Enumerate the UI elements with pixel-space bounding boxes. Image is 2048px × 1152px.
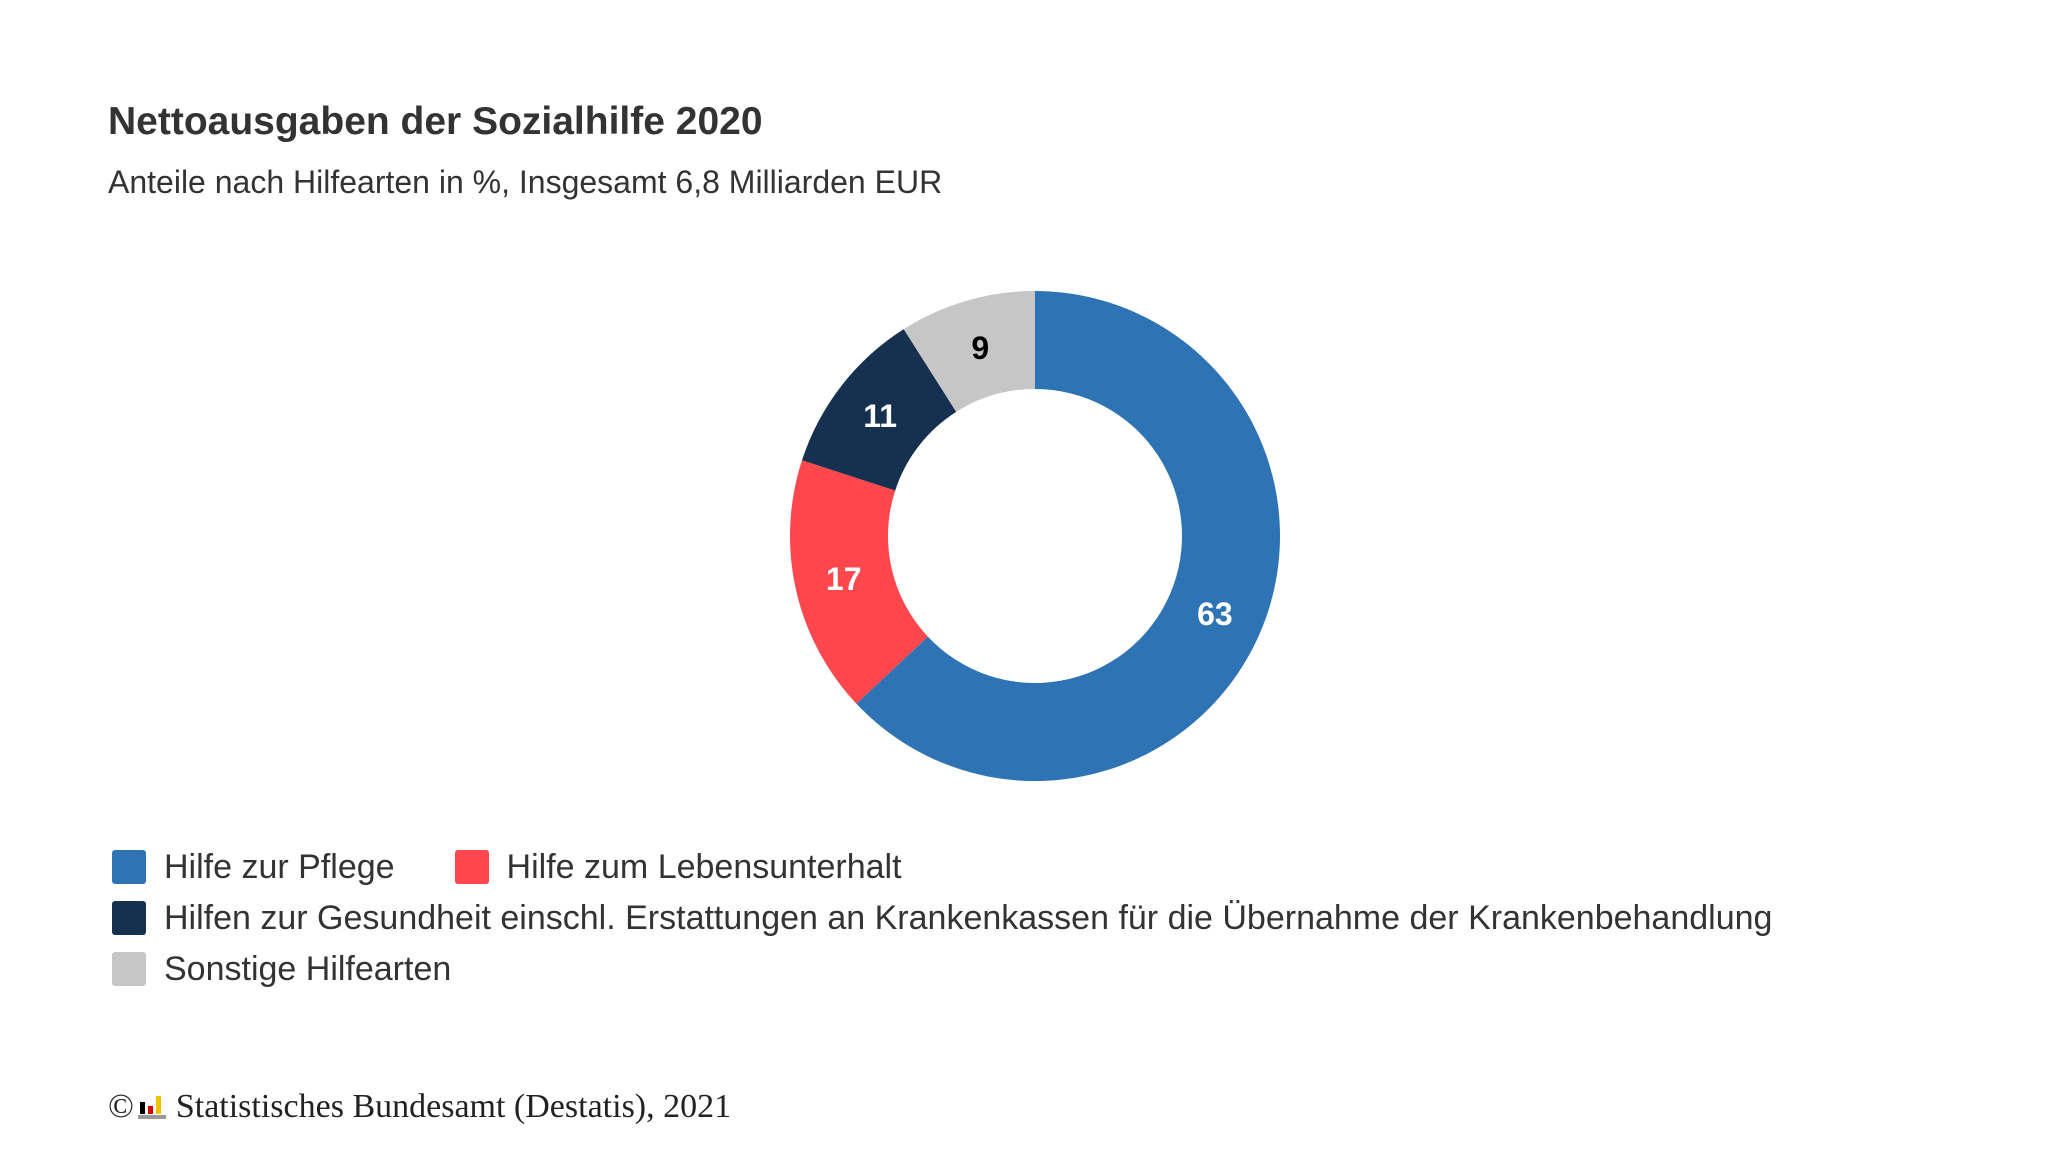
data-label: 11 [863, 398, 897, 434]
logo [137, 1096, 166, 1119]
donut-slice [790, 460, 928, 704]
donut-slice [856, 291, 1280, 781]
legend-item: Sonstige Hilfearten [112, 949, 452, 988]
data-label: 63 [1197, 596, 1233, 632]
donut-slice [903, 291, 1035, 412]
data-label: 9 [971, 330, 989, 366]
footer: © Statistisches Bundesamt (Destatis), 20… [108, 1088, 731, 1126]
legend-swatch [112, 901, 146, 935]
source: Statistisches Bundesamt (Destatis), 2021 [175, 1088, 732, 1125]
legend-swatch [112, 952, 146, 986]
legend-item: Hilfe zum Lebensunterhalt [454, 847, 902, 886]
chart: 63 17 11 9 [790, 291, 1280, 781]
chart-subtitle: Anteile nach Hilfearten in %, Insgesamt … [108, 164, 943, 200]
legend-item: Hilfen zur Gesundheit einschl. Erstattun… [112, 898, 1773, 937]
data-label: 17 [826, 561, 862, 597]
legend-item: Hilfe zur Pflege [112, 847, 395, 886]
legend-swatch [112, 850, 146, 884]
legend-label: Hilfe zum Lebensunterhalt [506, 847, 902, 886]
copyright: © [108, 1088, 134, 1125]
legend-label: Hilfen zur Gesundheit einschl. Erstattun… [164, 898, 1773, 937]
donut-slice [801, 329, 957, 491]
legend-label: Hilfe zur Pflege [164, 847, 395, 886]
chart-title: Nettoausgaben der Sozialhilfe 2020 [108, 100, 763, 143]
legend-swatch [454, 850, 489, 884]
legend-label: Sonstige Hilfearten [164, 949, 452, 988]
legend: Hilfe zur Pflege Hilfe zum Lebensunterhal… [112, 847, 1962, 988]
